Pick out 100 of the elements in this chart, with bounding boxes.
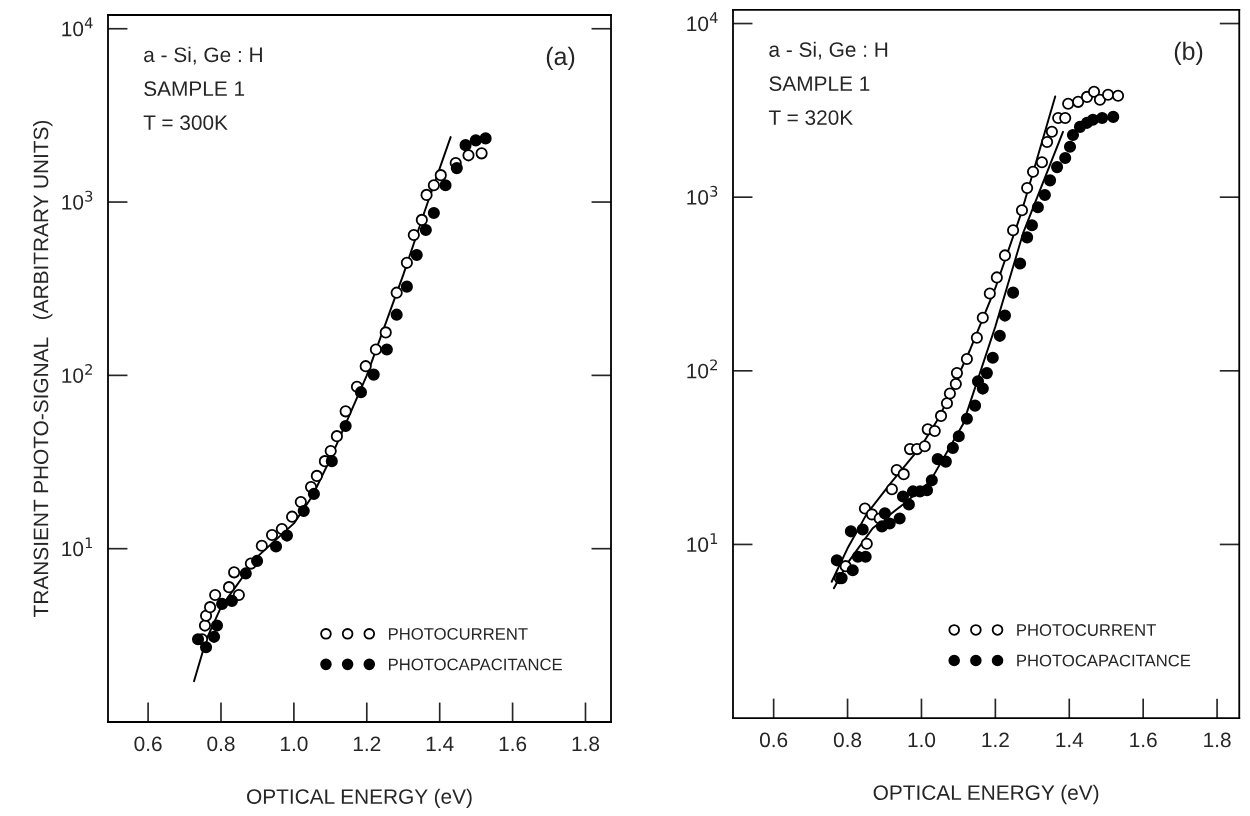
x-tick-label: 1.2 xyxy=(353,736,381,751)
x-tick-label: 1.4 xyxy=(1056,732,1084,748)
point xyxy=(390,286,403,299)
point xyxy=(239,567,252,580)
point xyxy=(400,256,413,269)
point xyxy=(990,271,1003,284)
point xyxy=(1043,174,1057,187)
point xyxy=(367,368,380,381)
point xyxy=(427,206,440,220)
x-tick-label: 1.6 xyxy=(1130,732,1157,748)
point xyxy=(419,223,432,237)
point xyxy=(983,287,996,300)
legend-label: PHOTOCAPACITANCE xyxy=(388,658,562,671)
point xyxy=(294,495,307,509)
point xyxy=(897,468,910,481)
point xyxy=(1072,95,1085,108)
point xyxy=(846,564,859,577)
annotation: a - Si, Ge : H xyxy=(144,46,262,65)
point xyxy=(844,525,857,538)
point xyxy=(410,248,423,262)
point xyxy=(198,619,212,632)
annotation: (b) xyxy=(1174,41,1203,65)
y-tick-label: 10$^{4}$ xyxy=(62,17,93,37)
point xyxy=(1045,125,1058,138)
point xyxy=(1014,257,1027,270)
point xyxy=(1066,128,1080,142)
x-axis-title: OPTICAL ENERGY (eV) xyxy=(247,788,472,809)
point xyxy=(902,498,915,511)
point xyxy=(407,228,420,241)
point xyxy=(950,367,963,380)
x-tick-label: 0.6 xyxy=(759,732,788,748)
point xyxy=(830,554,843,567)
point xyxy=(297,504,310,518)
point xyxy=(427,179,440,192)
point xyxy=(1059,111,1072,124)
x-tick-label: 0.8 xyxy=(833,732,862,748)
point xyxy=(325,455,338,468)
point xyxy=(354,386,368,399)
point xyxy=(269,540,283,553)
y-tick-label: 10$^{1}$ xyxy=(62,537,93,557)
annotation: (a) xyxy=(546,46,575,71)
point xyxy=(1062,97,1075,110)
point xyxy=(400,280,413,293)
point xyxy=(1026,165,1040,178)
point xyxy=(286,510,299,523)
point xyxy=(946,441,959,454)
point xyxy=(1087,85,1101,98)
x-tick-label: 1.4 xyxy=(426,736,454,751)
point xyxy=(380,343,393,356)
point xyxy=(940,397,954,410)
point xyxy=(307,487,320,500)
point xyxy=(216,597,229,610)
legend-label: PHOTOCURRENT xyxy=(388,628,528,640)
point xyxy=(210,619,224,632)
y-tick-label: 10$^{3}$ xyxy=(62,190,93,210)
point xyxy=(379,326,392,339)
point xyxy=(885,483,898,496)
point xyxy=(976,311,989,324)
point xyxy=(993,329,1006,342)
point xyxy=(986,351,999,364)
point xyxy=(856,523,869,536)
point xyxy=(359,360,372,373)
x-tick-label: 1.6 xyxy=(499,736,527,752)
x-tick-label: 1.0 xyxy=(908,732,936,748)
point xyxy=(1096,111,1109,124)
point xyxy=(199,609,213,622)
point xyxy=(439,179,452,192)
y-tick-label: 10$^{1}$ xyxy=(687,533,718,553)
annotation: T = 300K xyxy=(143,115,228,130)
point xyxy=(199,641,213,654)
x-tick-label: 1.8 xyxy=(1204,732,1231,748)
point xyxy=(1021,181,1034,195)
point xyxy=(1107,110,1120,123)
point xyxy=(918,440,931,453)
point xyxy=(1102,88,1115,101)
point xyxy=(998,309,1012,322)
point xyxy=(1015,204,1029,217)
point xyxy=(280,529,294,542)
point xyxy=(939,455,952,468)
point xyxy=(204,601,217,614)
point xyxy=(462,149,475,162)
point xyxy=(1007,286,1020,299)
y-tick-label: 10$^{3}$ xyxy=(687,185,718,205)
point xyxy=(952,430,965,443)
point xyxy=(469,134,482,147)
point xyxy=(434,169,447,182)
point xyxy=(475,147,488,160)
point xyxy=(1111,89,1125,102)
point xyxy=(330,430,343,443)
point xyxy=(1025,219,1039,232)
point xyxy=(980,367,993,380)
point xyxy=(310,469,323,482)
y-tick-label: 10$^{2}$ xyxy=(687,359,717,379)
point xyxy=(390,308,403,321)
point xyxy=(893,512,906,525)
point xyxy=(450,162,463,175)
point xyxy=(479,132,492,145)
point xyxy=(191,633,205,646)
point xyxy=(960,352,973,366)
point xyxy=(420,188,433,201)
